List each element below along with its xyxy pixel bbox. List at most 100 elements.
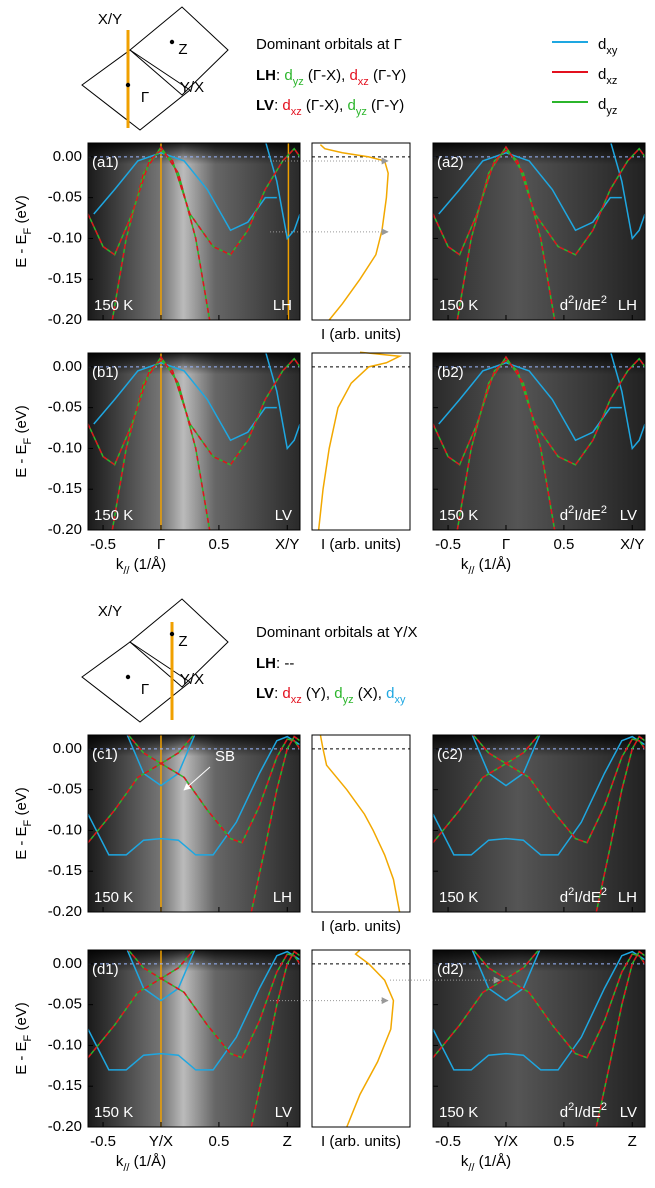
x-axis-label: k// (1/Å) [461,556,511,577]
polarization: LH [618,889,637,906]
panel-frame [87,949,301,1128]
bz-cell [129,598,229,688]
text-part: 2 [568,294,574,306]
text-part: d [334,685,342,702]
y-tick-label: -0.20 [48,903,82,920]
spectrum-shade [433,735,645,912]
polarization: LV [620,1104,637,1121]
edc-frame [311,142,411,321]
method: d2I/dE2 [560,504,607,524]
band [595,735,645,912]
text-part: 2 [568,504,574,516]
text-part: (Γ-Y) [367,97,404,114]
lh-line: LH: -- [256,655,294,672]
text-part: k [116,556,124,573]
edc-axis-label: I (arb. units) [321,536,401,553]
legend-label: dxz [598,66,617,87]
text-part: I/dE [574,1104,601,1121]
edc-axis-label: I (arb. units) [321,326,401,343]
band [88,953,300,1059]
band [456,355,556,530]
text-part: yz [343,694,354,706]
text-part: 2 [601,504,607,516]
lh-line: LH: dyz (Γ-X), dxz (Γ-Y) [256,67,406,88]
text-part: (X), [354,685,387,702]
annotation-arrow [183,766,211,791]
temperature: 150 K [94,889,133,906]
y-tick-label: -0.20 [48,521,82,538]
bz-cell [81,641,191,723]
bands [88,950,300,1127]
panel-frame [432,734,646,913]
band [265,143,300,241]
text-part: yz [356,106,367,118]
text-part: d [560,297,568,314]
text-part: k [461,556,469,573]
x-tick-label: 0.5 [208,1133,229,1150]
panel-tag: (d2) [437,961,464,978]
polarization: LH [273,889,292,906]
bz-point [125,82,131,88]
lv-line: LV: dxz (Y), dyz (X), dxy [256,685,406,706]
text-part: 2 [601,886,607,898]
text-part: xz [358,76,369,88]
edc-curve [319,734,401,913]
panel-frame [87,734,301,913]
band [610,353,645,451]
text-part: d [348,97,356,114]
bz-label: Y/X [180,671,204,688]
panel-frame [87,352,301,531]
x-tick-label: -0.5 [90,536,116,553]
text-part: LH [256,655,276,672]
band [127,735,195,765]
text-part: 2 [601,294,607,306]
text-part: : [276,67,284,84]
text-part: (Γ-Y) [369,67,406,84]
polarization: LV [275,507,292,524]
bands [88,353,300,530]
band [88,735,300,856]
temperature: 150 K [94,297,133,314]
edc-axis-label: I (arb. units) [321,918,401,935]
text-part: // [468,565,475,577]
text-part: d [386,685,394,702]
band [265,353,300,451]
bz-cell [129,6,229,96]
band [111,355,211,530]
polarization: LV [620,507,637,524]
y-tick-label: 0.00 [53,148,82,165]
band [250,735,300,912]
text-part: d [349,67,357,84]
text-part: E - E [13,234,30,267]
text-part: xy [394,694,406,706]
band [111,145,211,320]
y-axis-label: E - EF (eV) [13,787,34,860]
heading: Dominant orbitals at Y/X [256,624,417,641]
text-part: 2 [601,1101,607,1113]
annotation: SB [215,748,235,765]
band [433,950,645,1071]
panel-frame [432,352,646,531]
method: d2I/dE2 [560,886,607,906]
text-part: d [282,685,290,702]
edc-frame [311,352,411,531]
y-tick-label: -0.15 [48,1077,82,1094]
bz-label: Γ [141,681,149,698]
x-axis-label: k// (1/Å) [116,1153,166,1174]
edc-frame [311,949,411,1128]
text-part: LH [256,67,276,84]
band [433,147,645,256]
polarization: LV [275,1104,292,1121]
band [88,147,300,256]
polarization: LH [618,297,637,314]
y-tick-label: -0.15 [48,270,82,287]
bz-diagram: X/Y Z Γ Y/X [81,6,229,131]
text-part: F [22,437,34,444]
panel-tag: (b2) [437,364,464,381]
spectrum-shade [88,950,300,1127]
band [472,950,540,980]
temperature: 150 K [439,889,478,906]
method: d2I/dE2 [560,294,607,314]
text-part: xz [291,106,302,118]
